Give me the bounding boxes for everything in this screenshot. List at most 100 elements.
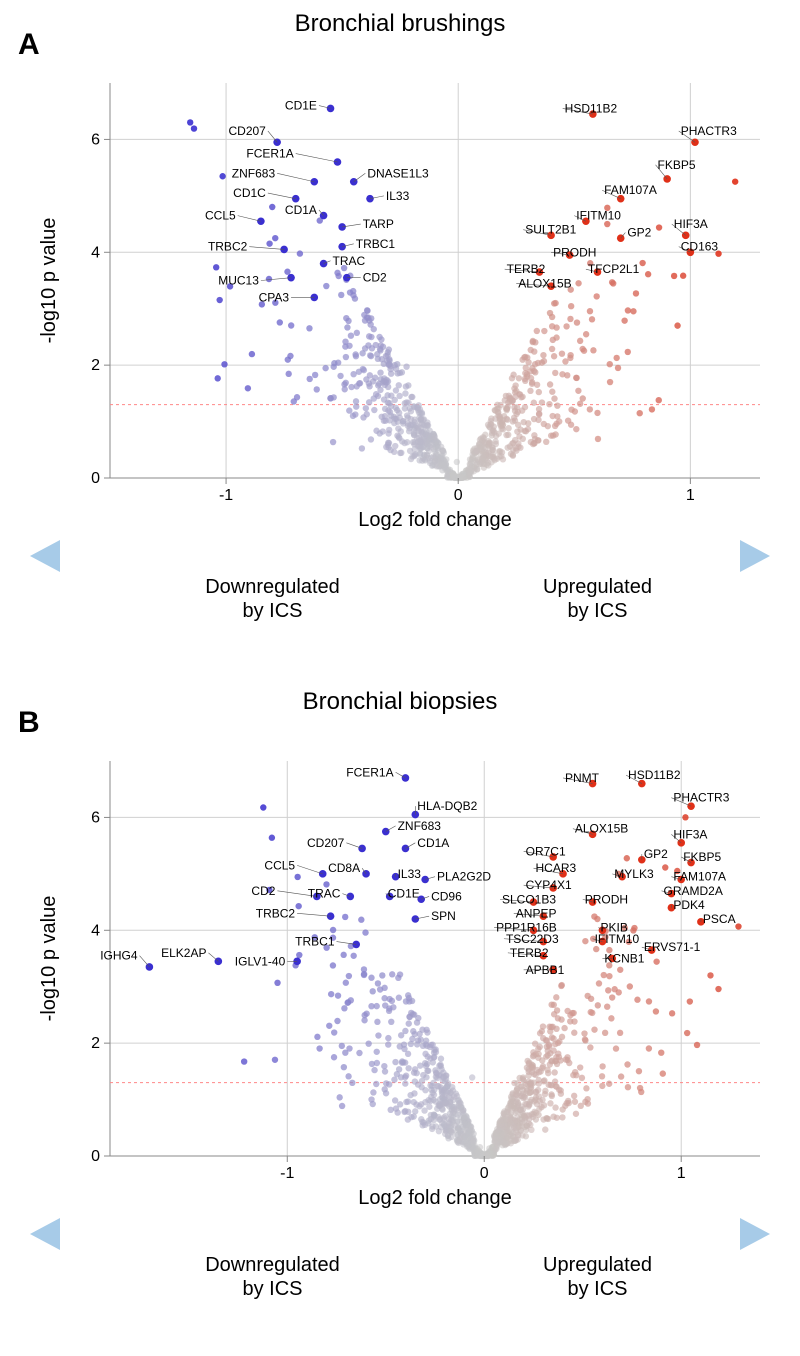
x-tick-label: 0 <box>480 1165 489 1182</box>
gene-label: TERB2 <box>507 262 546 276</box>
gene-label: FAM107A <box>673 870 726 884</box>
direction-label: by ICS <box>242 600 302 622</box>
y-tick-label: 4 <box>91 244 100 261</box>
y-tick-label: 6 <box>91 131 100 148</box>
gene-label: FCER1A <box>346 765 393 779</box>
gene-label: PSCA <box>703 912 736 926</box>
gene-label: HSD11B2 <box>628 768 681 782</box>
gene-label: PNMT <box>565 771 600 785</box>
gene-label: OR7C1 <box>526 844 566 858</box>
gene-label: CD1C <box>233 186 266 200</box>
gene-label: CD8A <box>328 861 360 875</box>
gene-label: TARP <box>363 217 394 231</box>
gene-label: SLCO1B3 <box>502 892 556 906</box>
volcano-plot: CD1E CD207 FCER1A ZNF683 DNASE1L3 CD1C IL33 CCL… <box>10 38 790 538</box>
gene-point <box>319 870 327 878</box>
gene-label: SPN <box>431 909 456 923</box>
gene-label: TFCP2L1 <box>588 262 640 276</box>
direction-label: Upregulated <box>543 1254 652 1276</box>
direction-arrow: Downregulatedby ICSUpregulatedby ICS <box>10 538 790 648</box>
gene-label: DNASE1L3 <box>367 166 429 180</box>
panel-letter: A <box>18 28 40 62</box>
gene-label: TERB2 <box>510 946 549 960</box>
gene-label: CD1E <box>285 99 317 113</box>
gene-label: KCNB1 <box>604 952 644 966</box>
gene-label: FKBP5 <box>683 850 721 864</box>
y-tick-label: 4 <box>91 922 100 939</box>
gene-label: CD163 <box>681 240 719 254</box>
y-axis-label: -log10 p value <box>38 896 60 1022</box>
gene-label: PHACTR3 <box>673 791 729 805</box>
gene-label: TRBC2 <box>208 240 248 254</box>
gene-label: CCL5 <box>264 858 295 872</box>
gene-label: MUC13 <box>218 274 259 288</box>
gene-label: TRAC <box>308 887 341 901</box>
gene-label: CYP4X1 <box>526 878 572 892</box>
gene-label: ELK2AP <box>161 946 206 960</box>
panel-title: Bronchial biopsies <box>10 688 790 716</box>
gene-label: CD1E <box>388 887 420 901</box>
gene-label: CD1A <box>285 203 317 217</box>
direction-label: by ICS <box>567 1278 627 1300</box>
x-tick-label: -1 <box>280 1165 294 1182</box>
gene-label: PHACTR3 <box>681 124 737 138</box>
gene-label: CPA3 <box>259 290 290 304</box>
gene-label: HCAR3 <box>535 861 576 875</box>
gene-label: IL33 <box>386 189 410 203</box>
gene-label: CD96 <box>431 889 462 903</box>
gene-label: ZNF683 <box>232 166 276 180</box>
x-tick-label: 1 <box>677 1165 686 1182</box>
gene-label: CCL5 <box>205 209 236 223</box>
gene-label: HSD11B2 <box>565 101 618 115</box>
gene-label: FAM107A <box>604 183 657 197</box>
volcano-panel: BBronchial biopsies FCER1A HLA-DQB2 ZNF683 C… <box>0 678 800 1356</box>
gene-label: ZNF683 <box>398 819 442 833</box>
gene-label: ALOX15B <box>518 276 571 290</box>
direction-label: Downregulated <box>205 1254 340 1276</box>
gene-label: PRODH <box>585 892 628 906</box>
gene-label: FKBP5 <box>658 158 696 172</box>
gene-label: TRBC1 <box>295 935 335 949</box>
direction-arrow: Downregulatedby ICSUpregulatedby ICS <box>10 1216 790 1326</box>
x-tick-label: 0 <box>454 487 463 504</box>
gene-point <box>347 893 355 901</box>
panel-title: Bronchial brushings <box>10 10 790 38</box>
direction-label: by ICS <box>567 600 627 622</box>
gene-label: GP2 <box>627 226 651 240</box>
gene-label: TRAC <box>333 254 366 268</box>
gene-label: TRBC1 <box>356 237 396 251</box>
y-tick-label: 2 <box>91 357 100 374</box>
gene-label: ALOX15B <box>575 822 628 836</box>
x-tick-label: 1 <box>686 487 695 504</box>
gene-label: PDK4 <box>673 898 705 912</box>
gene-label: APBB1 <box>526 963 565 977</box>
gene-label: MYLK3 <box>614 867 654 881</box>
y-tick-label: 6 <box>91 809 100 826</box>
gene-label: IGHG4 <box>100 949 138 963</box>
gene-label: CD2 <box>251 884 275 898</box>
gene-label: CD1A <box>417 836 449 850</box>
gene-point <box>273 138 281 146</box>
volcano-plot: FCER1AHLA-DQB2ZNF683CD207CD1ACCL5CD8AIL3… <box>10 716 790 1216</box>
gene-label: PRODH <box>553 245 596 259</box>
gene-label: SULT2B1 <box>525 223 576 237</box>
gene-label: FCER1A <box>246 147 293 161</box>
gene-point <box>362 870 370 878</box>
gene-label: CD207 <box>228 124 266 138</box>
gene-label: HIF3A <box>673 827 707 841</box>
y-axis-label: -log10 p value <box>38 218 60 344</box>
direction-label: Upregulated <box>543 576 652 598</box>
gene-point <box>358 845 366 853</box>
y-tick-label: 0 <box>91 1148 100 1165</box>
gene-label: IFITM10 <box>595 932 640 946</box>
panel-letter: B <box>18 706 40 740</box>
x-axis-label: Log2 fold change <box>358 1187 511 1209</box>
gene-point <box>402 774 410 782</box>
gene-label: IGLV1-40 <box>235 954 286 968</box>
gene-label: ANPEP <box>516 906 557 920</box>
volcano-panel: ABronchial brushings CD1E CD207 FCER1A ZNF68… <box>0 0 800 678</box>
direction-label: by ICS <box>242 1278 302 1300</box>
gene-label: HLA-DQB2 <box>417 799 477 813</box>
gene-label: TRBC2 <box>256 906 296 920</box>
gene-label: GP2 <box>644 847 668 861</box>
